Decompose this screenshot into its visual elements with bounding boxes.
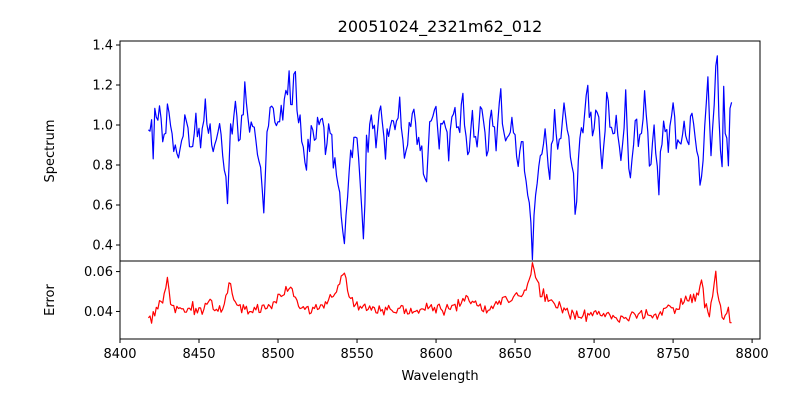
error-axes-frame — [119, 260, 761, 340]
chart-title: 20051024_2321m62_012 — [338, 17, 543, 37]
spectrum-y-tick-label: 0.8 — [92, 159, 113, 174]
error-x-tick-label: 8650 — [499, 347, 532, 362]
spectrum-y-tick-label: 0.6 — [92, 199, 113, 214]
spectrum-panel: 0.4 0.6 0.8 1.0 1.2 1.4 Spectrum — [43, 39, 761, 262]
spectrum-y-tick-label: 1.2 — [92, 79, 113, 94]
error-x-tick-label: 8800 — [736, 347, 769, 362]
error-x-tick-label: 8750 — [657, 347, 690, 362]
error-x-tick-label: 8400 — [103, 347, 136, 362]
error-axis-ticks: 0.04 0.06 8400 8450 8500 8550 8600 8650 8700 8750… — [84, 265, 769, 362]
error-y-tick-label: 0.06 — [84, 265, 113, 280]
error-panel: 0.04 0.06 8400 8450 8500 8550 8600 8650 8700 8750… — [43, 260, 769, 384]
spectrum-series-line — [148, 55, 733, 261]
spectrum-y-tick-label: 1.0 — [92, 119, 113, 134]
error-x-tick-label: 8500 — [261, 347, 294, 362]
spectrum-y-axis-label: Spectrum — [43, 120, 58, 183]
x-axis-label: Wavelength — [401, 369, 478, 384]
error-y-tick-label: 0.04 — [84, 305, 113, 320]
error-x-tick-label: 8700 — [578, 347, 611, 362]
error-y-axis-label: Error — [43, 284, 58, 316]
error-x-tick-label: 8550 — [340, 347, 373, 362]
error-x-tick-label: 8600 — [420, 347, 453, 362]
spectrum-y-tick-label: 1.4 — [92, 39, 113, 54]
spectrum-axis-ticks: 0.4 0.6 0.8 1.0 1.2 1.4 — [92, 39, 120, 254]
error-series-line — [147, 262, 732, 324]
spectrum-y-tick-label: 0.4 — [92, 239, 113, 254]
error-x-tick-label: 8450 — [182, 347, 215, 362]
